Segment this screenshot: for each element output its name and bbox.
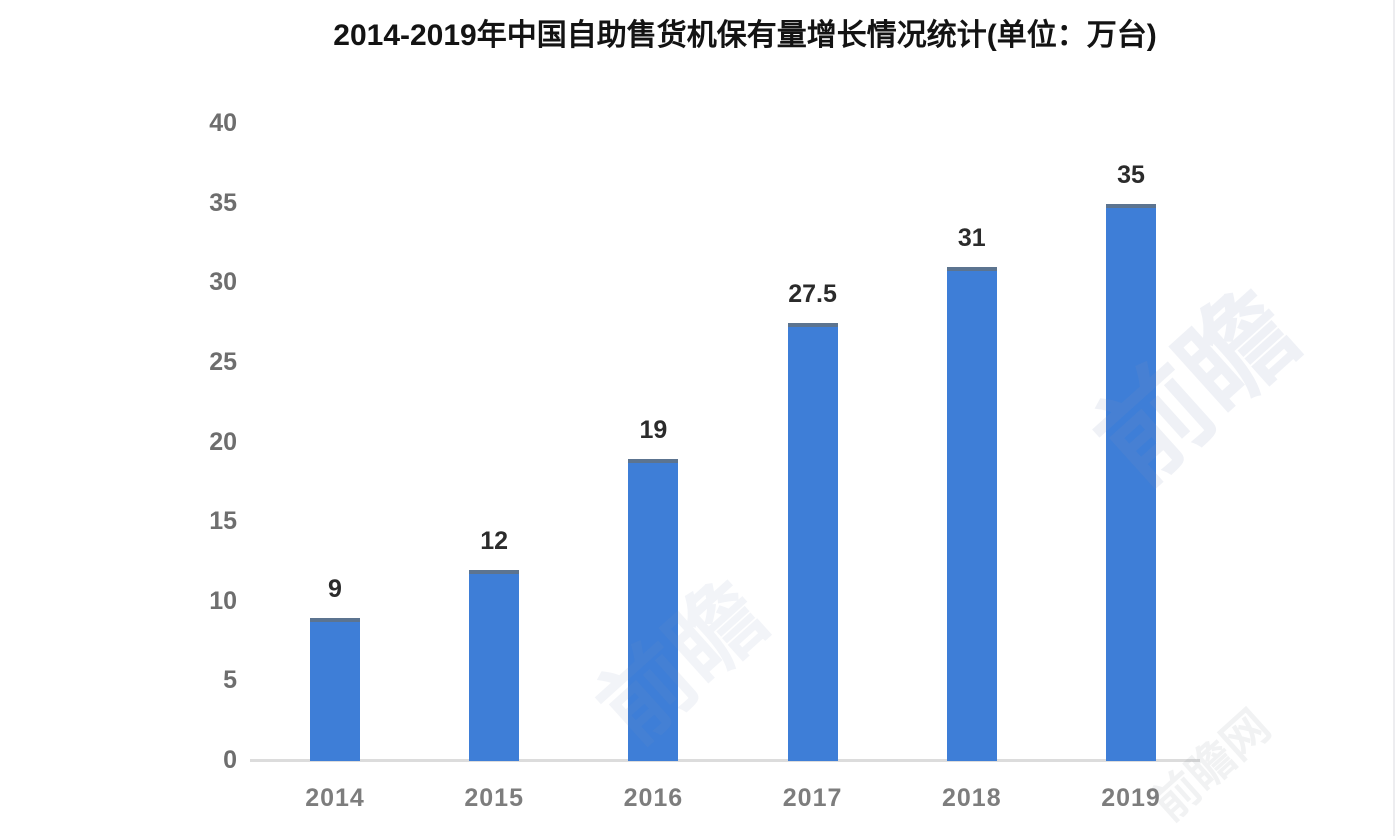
image-edge-line (1393, 0, 1395, 836)
bar-value-label: 27.5 (788, 280, 837, 309)
bar-value-label: 9 (328, 574, 342, 603)
y-axis-tick-label: 35 (209, 188, 237, 217)
y-axis-tick-label: 15 (209, 507, 237, 536)
x-axis-line (250, 759, 1200, 762)
y-axis-tick-label: 30 (209, 268, 237, 297)
bar-value-label: 35 (1117, 160, 1145, 189)
chart-title: 2014-2019年中国自助售货机保有量增长情况统计(单位：万台) (333, 19, 1157, 52)
bar-value-label: 12 (480, 526, 509, 555)
bar-2014 (310, 617, 360, 761)
x-axis-label: 2015 (464, 784, 524, 812)
bar-2015 (469, 569, 520, 761)
watermark-text: 前瞻 (1074, 268, 1320, 508)
bar-2016 (628, 458, 679, 761)
x-axis-label: 2019 (1101, 784, 1161, 812)
y-axis-tick-label: 5 (223, 666, 237, 695)
bar-value-label: 31 (957, 224, 986, 253)
x-axis-label: 2017 (782, 784, 843, 812)
y-axis-tick-label: 25 (209, 348, 237, 376)
y-axis-tick-label: 20 (209, 427, 237, 456)
y-axis-tick-label: 10 (209, 586, 237, 615)
y-axis-tick-label: 40 (209, 109, 237, 138)
x-axis-label: 2014 (305, 784, 365, 812)
x-axis-label: 2016 (623, 784, 684, 812)
bar-2018 (946, 267, 997, 761)
bar-2019 (1106, 203, 1156, 761)
bar-2017 (787, 323, 838, 761)
y-axis-tick-label: 0 (223, 746, 237, 774)
watermark-text-small: 前瞻网 (1142, 699, 1280, 831)
x-axis-label: 2018 (941, 784, 1002, 812)
bar-value-label: 19 (639, 415, 668, 444)
